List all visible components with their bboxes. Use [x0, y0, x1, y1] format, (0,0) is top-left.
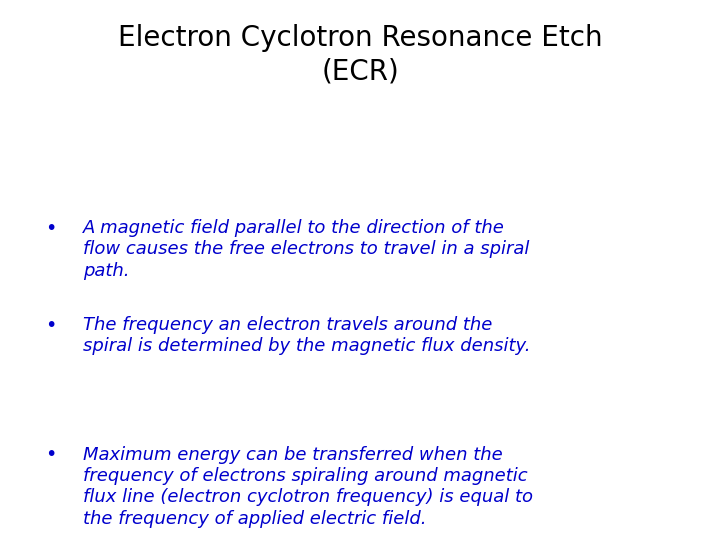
Text: •: • [45, 446, 56, 464]
Text: •: • [45, 219, 56, 238]
Text: Maximum energy can be transferred when the
frequency of electrons spiraling arou: Maximum energy can be transferred when t… [83, 446, 533, 528]
Text: A magnetic field parallel to the direction of the
flow causes the free electrons: A magnetic field parallel to the directi… [83, 219, 529, 280]
Text: Electron Cyclotron Resonance Etch
(ECR): Electron Cyclotron Resonance Etch (ECR) [117, 24, 603, 86]
Text: •: • [45, 316, 56, 335]
Text: The frequency an electron travels around the
spiral is determined by the magneti: The frequency an electron travels around… [83, 316, 531, 355]
